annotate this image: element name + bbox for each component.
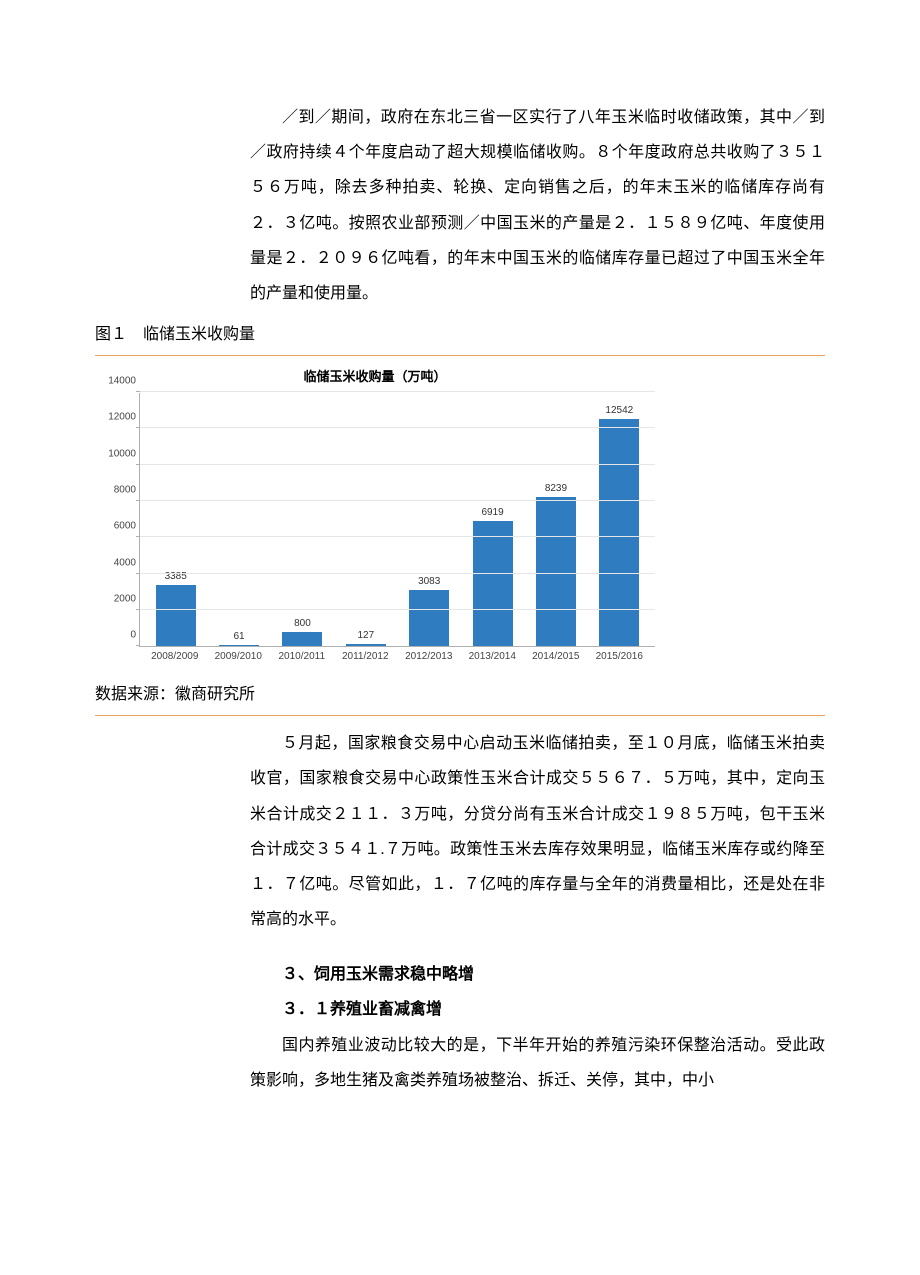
chart-gridline — [140, 536, 655, 537]
chart-bar-value-label: 12542 — [605, 405, 633, 416]
chart-bar — [473, 521, 513, 647]
section-heading-3-1: ３．１养殖业畜减禽增 — [250, 992, 825, 1027]
chart-bar-value-label: 3083 — [418, 576, 440, 587]
chart-x-label: 2013/2014 — [461, 651, 525, 662]
chart-bar — [409, 590, 449, 646]
chart-bar — [282, 632, 322, 647]
chart-y-label: 8000 — [98, 484, 136, 495]
paragraph-1: ／到／期间，政府在东北三省一区实行了八年玉米临时收储政策，其中／到／政府持续４个… — [250, 100, 825, 311]
chart-y-label: 4000 — [98, 557, 136, 568]
chart-x-label: 2011/2012 — [334, 651, 398, 662]
chart-y-tick — [136, 464, 140, 465]
paragraph-2: ５月起，国家粮食交易中心启动玉米临储拍卖，至１０月底，临储玉米拍卖收官，国家粮食… — [250, 726, 825, 937]
chart-x-label: 2010/2011 — [270, 651, 334, 662]
chart-x-axis-labels: 2008/20092009/20102010/20112011/20122012… — [139, 647, 655, 662]
chart-y-label: 14000 — [98, 376, 136, 387]
chart-y-tick — [136, 500, 140, 501]
chart-gridline — [140, 391, 655, 392]
chart-y-label: 2000 — [98, 593, 136, 604]
chart-bar — [156, 585, 196, 646]
chart-bar-value-label: 6919 — [481, 507, 503, 518]
chart-bar — [536, 497, 576, 646]
chart-y-tick — [136, 609, 140, 610]
chart-bar-value-label: 8239 — [545, 483, 567, 494]
data-source: 数据来源：徽商研究所 — [95, 679, 825, 711]
chart-plot-area: 33856180012730836919823912542 0200040006… — [139, 393, 655, 647]
divider — [95, 355, 825, 356]
chart-gridline — [140, 427, 655, 428]
chart-gridline — [140, 464, 655, 465]
chart-x-label: 2015/2016 — [588, 651, 652, 662]
chart-gridline — [140, 609, 655, 610]
chart-y-label: 10000 — [98, 448, 136, 459]
chart-x-label: 2014/2015 — [524, 651, 588, 662]
figure-caption: 图１ 临储玉米收购量 — [95, 319, 825, 351]
divider — [95, 715, 825, 716]
chart-bar — [346, 644, 386, 646]
chart-y-label: 6000 — [98, 521, 136, 532]
chart-x-label: 2012/2013 — [397, 651, 461, 662]
chart-y-tick — [136, 391, 140, 392]
chart-bar — [219, 645, 259, 646]
chart-bar-value-label: 61 — [234, 631, 245, 642]
chart-y-label: 12000 — [98, 412, 136, 423]
chart-bar — [599, 419, 639, 647]
section-heading-3: ３、饲用玉米需求稳中略增 — [250, 957, 825, 992]
bar-chart: 33856180012730836919823912542 0200040006… — [95, 393, 655, 673]
chart-y-tick — [136, 536, 140, 537]
chart-bar-value-label: 127 — [357, 630, 374, 641]
chart-gridline — [140, 573, 655, 574]
chart-container: 临储玉米收购量（万吨） 3385618001273083691982391254… — [95, 366, 655, 673]
chart-y-label: 0 — [98, 630, 136, 641]
chart-title: 临储玉米收购量（万吨） — [95, 366, 655, 385]
chart-gridline — [140, 500, 655, 501]
chart-y-tick — [136, 573, 140, 574]
chart-y-tick — [136, 427, 140, 428]
chart-bar-value-label: 800 — [294, 618, 311, 629]
chart-y-tick — [136, 645, 140, 646]
paragraph-3: 国内养殖业波动比较大的是，下半年开始的养殖污染环保整治活动。受此政策影响，多地生… — [250, 1028, 825, 1098]
chart-x-label: 2009/2010 — [207, 651, 271, 662]
chart-x-label: 2008/2009 — [143, 651, 207, 662]
